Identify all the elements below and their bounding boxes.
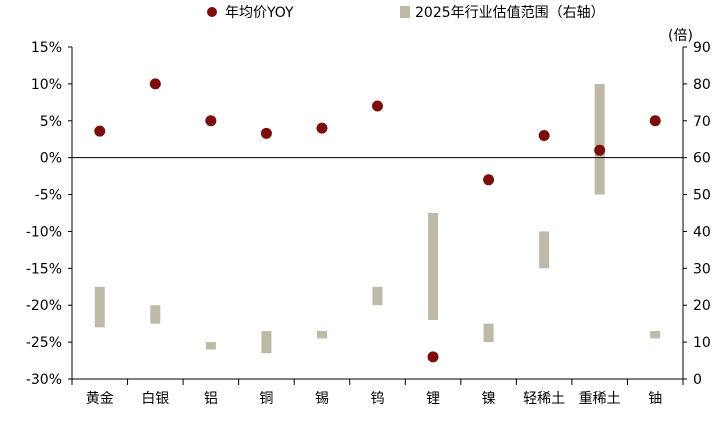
valuation-range-bar-10 — [650, 331, 661, 339]
labels-layer: 15% 10% 5% 0% -5% -10% -15% -20% -25% -30% 90 80 70 6… — [26, 40, 711, 407]
yoy-point-1 — [149, 78, 161, 90]
category-label: 铜 — [259, 391, 273, 407]
yoy-point-3 — [260, 127, 272, 139]
yoy-point-5 — [372, 100, 383, 112]
yoy-point-8 — [538, 130, 550, 142]
right-tick-label: 80 — [693, 77, 711, 93]
left-tick-label: -5% — [35, 188, 62, 204]
bars-layer — [94, 83, 661, 354]
valuation-range-bar-9 — [594, 83, 605, 195]
legend-dot-label: 年均价YOY — [225, 5, 294, 21]
left-tick-label: -30% — [26, 372, 62, 388]
left-tick-label: 0% — [40, 151, 62, 167]
valuation-range-bar-0 — [94, 286, 105, 328]
category-label: 镍 — [482, 391, 496, 407]
category-label: 白银 — [141, 391, 169, 407]
yoy-point-0 — [94, 125, 106, 137]
right-tick-label: 30 — [693, 261, 711, 277]
right-tick-label: 70 — [693, 114, 711, 130]
right-tick-label: 40 — [693, 224, 711, 240]
category-label: 锡 — [315, 391, 329, 407]
category-label: 锂 — [426, 391, 440, 407]
valuation-range-bar-8 — [539, 231, 550, 269]
left-tick-label: -25% — [26, 335, 62, 351]
axes-layer — [68, 46, 687, 385]
right-tick-label: 60 — [693, 151, 711, 167]
legend-dot-marker — [207, 7, 217, 17]
right-tick-label: 0 — [693, 372, 702, 388]
left-tick-label: -15% — [26, 261, 62, 277]
left-tick-label: 15% — [31, 40, 62, 56]
yoy-point-10 — [649, 115, 661, 127]
right-tick-label: 50 — [693, 188, 711, 204]
yoy-point-9 — [594, 144, 606, 156]
left-tick-label: 10% — [31, 77, 62, 93]
category-label: 钨 — [371, 391, 385, 407]
yoy-point-7 — [483, 174, 495, 186]
left-tick-label: 5% — [40, 114, 62, 130]
valuation-range-bar-6 — [428, 213, 439, 320]
right-tick-label: 20 — [693, 298, 711, 314]
valuation-range-bar-5 — [372, 286, 383, 306]
right-tick-label: 90 — [693, 40, 711, 56]
category-label: 铀 — [648, 391, 662, 407]
category-label: 重稀土 — [579, 391, 621, 407]
valuation-range-bar-1 — [150, 305, 161, 324]
valuation-range-bar-4 — [316, 331, 327, 339]
left-tick-label: -10% — [26, 224, 62, 240]
category-label: 黄金 — [86, 390, 114, 407]
yoy-point-2 — [205, 115, 217, 127]
category-label: 铝 — [204, 391, 218, 407]
right-axis-unit: (倍) — [668, 28, 693, 44]
legend: 年均价YOY 2025年行业估值范围（右轴） — [207, 4, 605, 21]
yoy-point-6 — [427, 351, 439, 363]
legend-bar-label: 2025年行业估值范围（右轴） — [415, 4, 605, 21]
category-label: 轻稀土 — [523, 391, 565, 407]
valuation-range-bar-7 — [483, 323, 494, 343]
right-tick-label: 10 — [693, 335, 711, 351]
valuation-range-bar-3 — [261, 331, 272, 354]
legend-bar-marker — [400, 6, 410, 18]
dots-layer — [94, 78, 661, 363]
valuation-range-bar-2 — [205, 342, 216, 350]
left-tick-label: -20% — [26, 298, 62, 314]
yoy-point-4 — [316, 122, 328, 134]
